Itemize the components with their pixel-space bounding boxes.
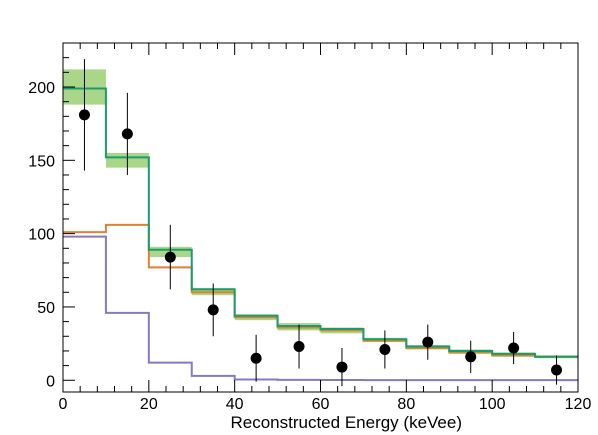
step-series-1 [63, 235, 578, 382]
data-point-4 [250, 352, 262, 364]
data-point-11 [551, 364, 563, 376]
y-tick-label: 0 [46, 373, 55, 390]
series-line-layer [63, 87, 578, 382]
data-point-7 [379, 343, 391, 355]
x-tick-label: 40 [226, 396, 244, 413]
data-point-5 [293, 341, 305, 353]
x-tick-label: 20 [140, 396, 158, 413]
data-point-1 [121, 128, 133, 140]
data-point-10 [508, 342, 520, 354]
x-axis-title: Reconstructed Energy (keVee) [230, 413, 462, 432]
axis-tick-layer: 0 20 40 60 80 100 120 0 50 100 150 200 [28, 42, 592, 413]
data-point-8 [422, 336, 434, 348]
x-tick-label: 80 [397, 396, 415, 413]
x-tick-label: 120 [565, 396, 592, 413]
data-point-2 [164, 251, 176, 263]
data-point-0 [78, 109, 90, 121]
x-tick-label: 60 [312, 396, 330, 413]
x-tick-label: 100 [479, 396, 506, 413]
data-point-3 [207, 304, 219, 316]
data-point-6 [336, 361, 348, 373]
y-tick-label: 50 [37, 300, 55, 317]
y-tick-label: 150 [28, 153, 55, 170]
y-tick-label: 200 [28, 80, 55, 97]
data-point-layer [78, 59, 563, 387]
step-series-2 [63, 87, 578, 358]
data-point-9 [465, 351, 477, 363]
y-tick-label: 100 [28, 227, 55, 244]
x-tick-label: 0 [59, 396, 68, 413]
